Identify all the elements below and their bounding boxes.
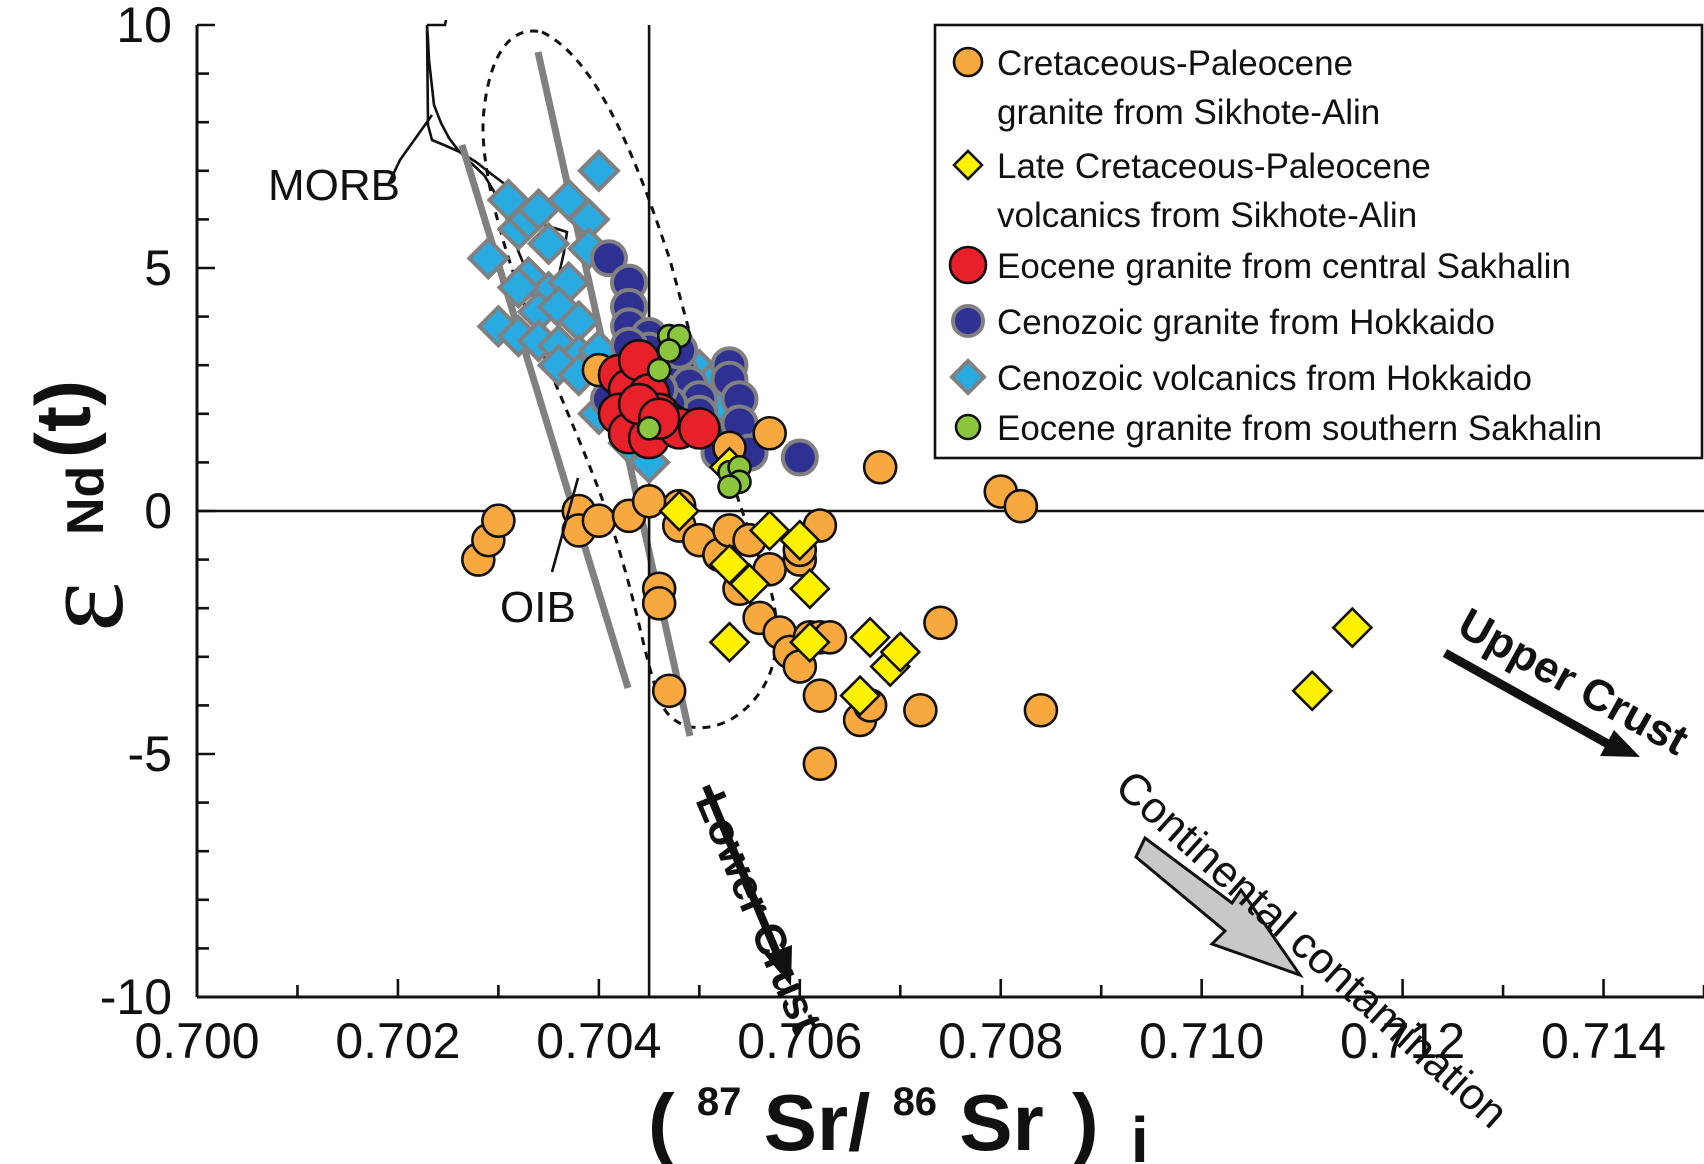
x-axis-ticks: 0.700 0.702 0.704 0.706 0.708 0.710 0.712 0.714 (134, 979, 1704, 1069)
data-point (862, 449, 898, 485)
legend-marker (952, 149, 984, 181)
oib-leader-line (550, 477, 580, 573)
x-axis-title: ( 87 Sr/ 86 Sr ) i (648, 1043, 1149, 1164)
continental-contamination-arrow (1134, 835, 1304, 978)
data-point (1291, 669, 1334, 712)
x-axis-title-close: ) (1072, 1078, 1099, 1164)
x-axis-title-mid: Sr/ (764, 1078, 871, 1164)
data-point (1023, 692, 1059, 728)
data-point (839, 674, 881, 717)
data-point (789, 567, 831, 610)
x-axis-title-end: Sr (959, 1078, 1044, 1164)
data-point (631, 483, 667, 519)
y-tick-label: -10 (100, 969, 172, 1025)
data-point (708, 621, 751, 664)
legend-marker (951, 304, 985, 338)
y-tick-label: -5 (128, 726, 172, 782)
data-point (879, 631, 922, 673)
data-point (589, 239, 628, 278)
data-point (802, 678, 838, 713)
legend-marker (954, 413, 982, 441)
x-axis-title-sup2: 86 (893, 1080, 938, 1124)
legend-label: Eocene granite from central Sakhalin (997, 247, 1571, 286)
data-point (1331, 606, 1374, 649)
x-tick-label: 0.710 (1139, 1013, 1264, 1069)
data-point (466, 236, 511, 281)
data-point (678, 407, 721, 450)
x-tick-label: 0.702 (335, 1013, 460, 1069)
x-tick-label: 0.712 (1340, 1013, 1465, 1069)
legend-label: Cretaceous-Paleocene (997, 44, 1353, 83)
data-point (526, 221, 571, 266)
data-point (636, 416, 662, 441)
data-point (641, 586, 677, 621)
morb-leader-line (386, 114, 434, 186)
series-5 (636, 323, 752, 500)
data-point (1003, 488, 1039, 524)
x-axis-title-open: ( (648, 1078, 675, 1164)
legend-label: volcanics from Sikhote-Alin (997, 196, 1417, 235)
data-point (577, 148, 621, 193)
legend-box (933, 23, 1704, 460)
legend-marker (949, 358, 987, 396)
data-point (780, 438, 819, 477)
x-axis-title-sup1: 87 (697, 1080, 742, 1124)
legend-marker (952, 46, 984, 78)
y-tick-label: 5 (144, 240, 172, 296)
x-tick-label: 0.708 (938, 1013, 1063, 1069)
y-axis-title: ε Nd (t) (15, 380, 148, 632)
mantle-array-line-left (458, 143, 632, 690)
data-point (752, 415, 787, 451)
legend-label: granite from Sikhote-Alin (997, 93, 1380, 132)
y-axis-ticks: 10 5 0 -5 -10 (100, 0, 215, 1025)
x-axis-title-sub: i (1131, 1104, 1149, 1164)
x-tick-label: 0.700 (134, 1013, 259, 1069)
legend-marker (948, 245, 988, 285)
data-point (481, 503, 516, 539)
data-point (923, 605, 958, 641)
series-4 (466, 148, 742, 485)
legend-label: Cenozoic volcanics from Hokkaido (997, 359, 1532, 398)
y-axis-title-sub: Nd (57, 466, 115, 535)
morb-label: MORB (268, 161, 400, 210)
data-point (789, 621, 831, 664)
data-marks (461, 148, 1374, 782)
y-axis-title-symbol: ε (15, 582, 148, 632)
series-2 (597, 339, 721, 460)
x-tick-label: 0.704 (536, 1013, 661, 1069)
data-point (651, 673, 687, 709)
data-point (903, 692, 938, 728)
lower-crust-arrow (702, 784, 792, 986)
data-point (658, 490, 701, 532)
series-1 (658, 446, 1374, 717)
x-tick-label: 0.706 (737, 1013, 862, 1069)
y-tick-label: 0 (144, 483, 172, 539)
y-axis-title-suffix: (t) (19, 380, 107, 458)
svg-text:( 87 Sr/ 86: ( 87 Sr/ 86 Sr ) i (648, 1043, 1149, 1164)
data-point (849, 616, 891, 659)
data-point (717, 474, 742, 500)
data-point (728, 563, 771, 605)
data-point (802, 746, 838, 782)
legend-items: Cretaceous-Paleocene granite from Sikhote… (948, 44, 1602, 448)
legend-label: Eocene granite from southern Sakhalin (997, 409, 1602, 448)
x-tick-label: 0.714 (1541, 1013, 1666, 1069)
morb-field-top-notch (427, 19, 448, 27)
data-point (778, 519, 821, 561)
data-point (496, 265, 541, 310)
y-tick-label: 10 (116, 0, 172, 53)
data-point (748, 509, 791, 552)
legend: Cretaceous-Paleocene granite from Sikhote… (933, 23, 1704, 460)
data-point (476, 304, 521, 349)
legend-label: Late Cretaceous-Paleocene (997, 147, 1431, 186)
data-point (646, 357, 672, 383)
oib-label: OIB (500, 583, 576, 632)
data-point (581, 503, 617, 539)
upper-crust-arrow (1442, 649, 1640, 757)
data-point (656, 338, 682, 363)
legend-label: Cenozoic granite from Hokkaido (997, 303, 1495, 342)
